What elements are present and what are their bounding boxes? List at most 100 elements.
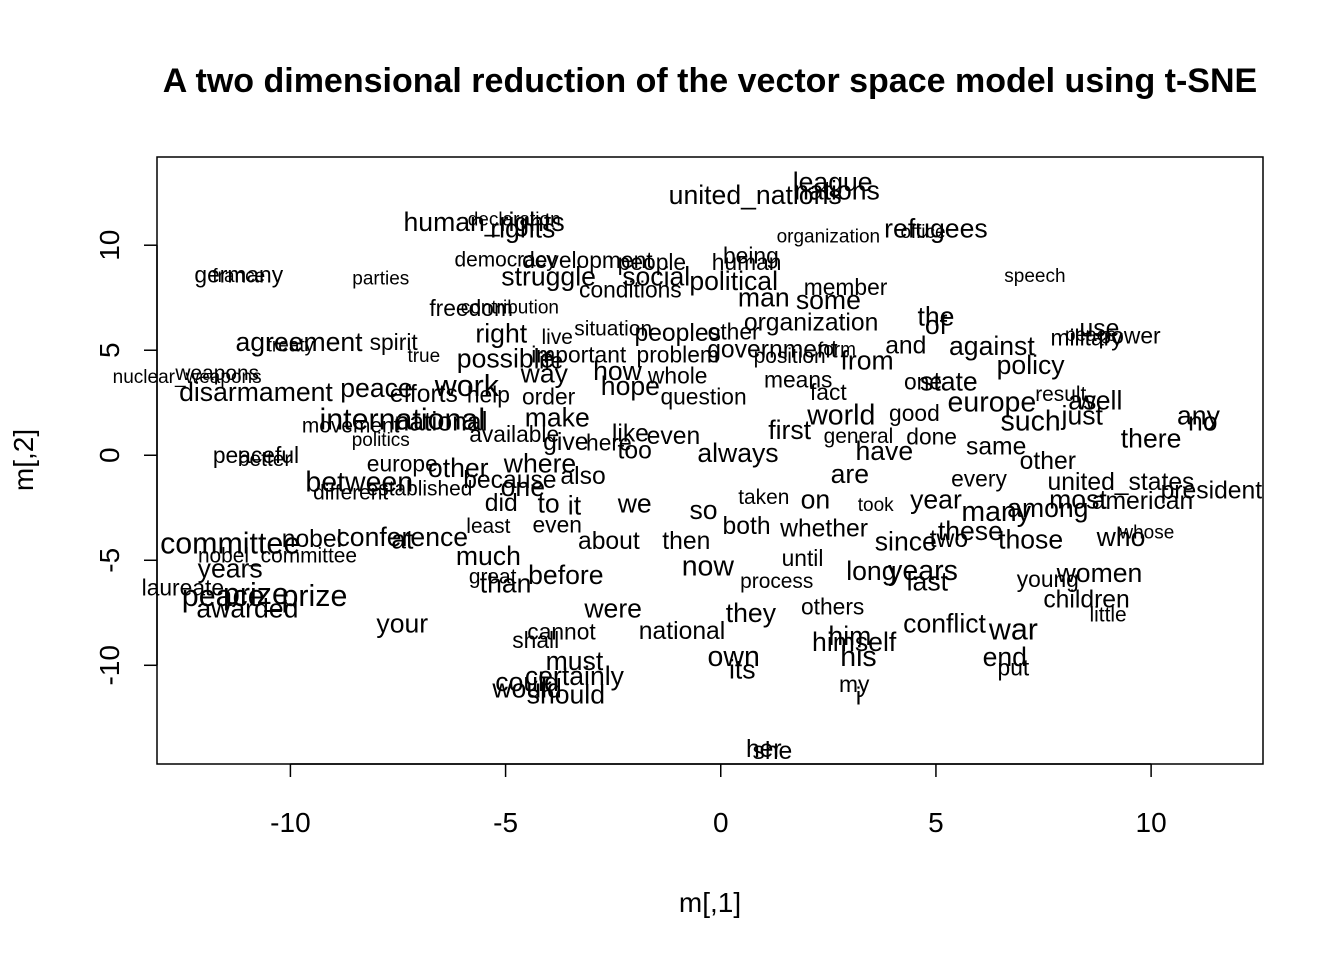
word-label: politics: [352, 430, 410, 451]
word-label: they: [726, 598, 777, 628]
word-label: policy: [997, 350, 1066, 380]
word-label: of: [925, 310, 948, 340]
word-label: weapons: [174, 362, 259, 385]
word-label: committee: [160, 526, 300, 560]
word-label: fact: [810, 379, 847, 405]
word-label: united_states: [1048, 469, 1195, 496]
word-label: than: [480, 568, 532, 598]
word-label: then: [662, 528, 710, 555]
word-label: people: [618, 249, 686, 275]
word-label: power: [1099, 323, 1161, 349]
x-axis: -10 -5 0 5 10: [270, 763, 1167, 838]
word-label: such: [1001, 406, 1061, 438]
word-label: problem: [637, 341, 719, 367]
word-label: shall: [512, 627, 559, 653]
word-label: him: [828, 621, 871, 651]
word-label: those: [998, 524, 1063, 554]
word-label: must: [546, 646, 604, 676]
word-label: prize: [223, 577, 289, 611]
word-label: league: [793, 167, 873, 197]
word-label: nobel_committee: [198, 545, 357, 568]
word-label: being: [723, 243, 779, 269]
word-label: peace_prize: [182, 579, 348, 613]
word-label: human_rights: [403, 207, 564, 237]
word-label: last: [907, 566, 949, 596]
word-label: conference: [337, 522, 469, 552]
word-label: live: [542, 326, 573, 349]
word-label: now: [682, 551, 735, 583]
word-label: to: [538, 489, 560, 519]
word-label: did: [485, 490, 518, 517]
word-label: other: [708, 318, 760, 344]
word-label: rights: [490, 213, 555, 243]
word-label: it: [568, 491, 582, 521]
word-label: one: [904, 369, 942, 395]
word-label: help: [467, 381, 510, 407]
word-label: available: [469, 421, 559, 447]
word-label: form: [818, 340, 856, 361]
word-label: government: [707, 337, 838, 364]
word-label: we: [617, 489, 652, 519]
word-label: united_nations: [669, 180, 842, 210]
word-label: before: [528, 560, 603, 590]
word-label: same: [966, 433, 1026, 460]
word-label: europe: [948, 387, 1037, 419]
word-label: two: [930, 526, 968, 553]
x-axis-label: m[,1]: [679, 887, 741, 918]
word-label: laureate: [142, 575, 224, 601]
word-label: use: [1080, 316, 1120, 343]
word-label: at: [391, 524, 414, 554]
word-label: organization: [777, 226, 881, 247]
word-label: whose: [1118, 522, 1174, 543]
word-label: means: [764, 367, 832, 393]
word-label: spirit: [370, 329, 419, 355]
word-label: some: [796, 285, 861, 315]
word-label: much: [456, 541, 521, 571]
word-label: democracy: [454, 248, 557, 271]
word-label: true: [407, 346, 440, 367]
word-label: little: [1089, 603, 1126, 626]
word-label: cannot: [527, 619, 596, 645]
y-tick-label: 0: [94, 447, 125, 463]
word-label: done: [906, 423, 957, 449]
word-label: agreement: [235, 327, 363, 357]
word-label: peace: [340, 373, 412, 403]
word-label: most: [1049, 484, 1107, 514]
word-label: too: [618, 438, 652, 465]
word-label: office: [900, 222, 945, 243]
word-label: every: [951, 465, 1007, 491]
word-label: whole: [647, 362, 708, 388]
word-label: years: [198, 554, 263, 584]
word-label: awarded: [196, 594, 298, 624]
word-label: man: [738, 283, 790, 313]
word-label: himself: [812, 627, 897, 657]
word-label: conflict: [903, 608, 986, 638]
word-label: right: [475, 318, 527, 348]
word-label: others: [801, 593, 864, 619]
y-tick-label: 10: [94, 230, 125, 261]
word-label: the: [917, 302, 954, 332]
word-label: great: [469, 566, 517, 589]
word-label: on: [801, 484, 831, 514]
word-label: political: [689, 266, 778, 296]
word-label: peaceful: [213, 442, 299, 468]
word-label: international: [320, 403, 486, 437]
word-label: movement: [302, 414, 400, 437]
word-label: national: [394, 407, 487, 437]
word-label: declaration: [468, 210, 561, 231]
word-label: taken: [738, 486, 789, 509]
word-label: many: [961, 496, 1031, 528]
word-label: until: [782, 545, 824, 571]
word-label: its: [729, 654, 756, 684]
word-label: process: [740, 570, 813, 593]
word-label: conditions: [579, 276, 682, 302]
y-tick-label: -10: [94, 645, 125, 685]
word-label: own: [708, 641, 760, 673]
word-label: no: [1188, 407, 1218, 437]
x-tick-label: -5: [493, 807, 518, 838]
word-label: so: [689, 495, 717, 525]
x-tick-label: 0: [713, 807, 729, 838]
word-label: situation: [574, 318, 652, 341]
word-label: member: [804, 274, 888, 300]
